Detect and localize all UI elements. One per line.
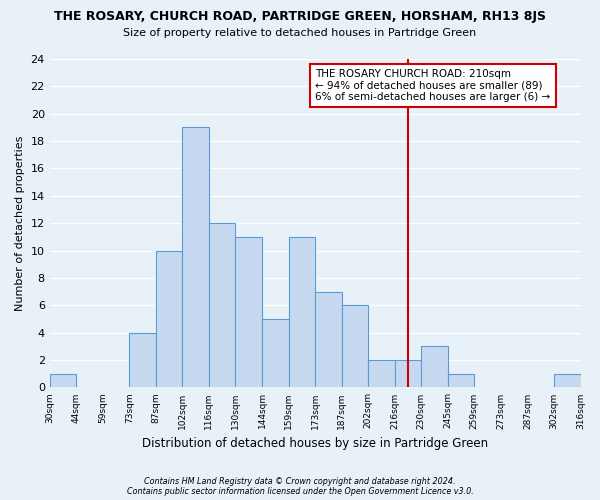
- Text: Contains HM Land Registry data © Crown copyright and database right 2024.: Contains HM Land Registry data © Crown c…: [144, 477, 456, 486]
- Y-axis label: Number of detached properties: Number of detached properties: [15, 136, 25, 311]
- Bar: [554, 374, 581, 388]
- Bar: [156, 250, 182, 388]
- X-axis label: Distribution of detached houses by size in Partridge Green: Distribution of detached houses by size …: [142, 437, 488, 450]
- Bar: [182, 128, 209, 388]
- Bar: [235, 237, 262, 388]
- Bar: [448, 374, 475, 388]
- Text: Contains public sector information licensed under the Open Government Licence v3: Contains public sector information licen…: [127, 487, 473, 496]
- Bar: [209, 223, 235, 388]
- Bar: [129, 332, 156, 388]
- Bar: [262, 319, 289, 388]
- Text: THE ROSARY, CHURCH ROAD, PARTRIDGE GREEN, HORSHAM, RH13 8JS: THE ROSARY, CHURCH ROAD, PARTRIDGE GREEN…: [54, 10, 546, 23]
- Bar: [315, 292, 341, 388]
- Bar: [289, 237, 315, 388]
- Bar: [395, 360, 421, 388]
- Text: Size of property relative to detached houses in Partridge Green: Size of property relative to detached ho…: [124, 28, 476, 38]
- Bar: [421, 346, 448, 388]
- Text: THE ROSARY CHURCH ROAD: 210sqm
← 94% of detached houses are smaller (89)
6% of s: THE ROSARY CHURCH ROAD: 210sqm ← 94% of …: [315, 69, 550, 102]
- Bar: [341, 306, 368, 388]
- Bar: [368, 360, 395, 388]
- Bar: [50, 374, 76, 388]
